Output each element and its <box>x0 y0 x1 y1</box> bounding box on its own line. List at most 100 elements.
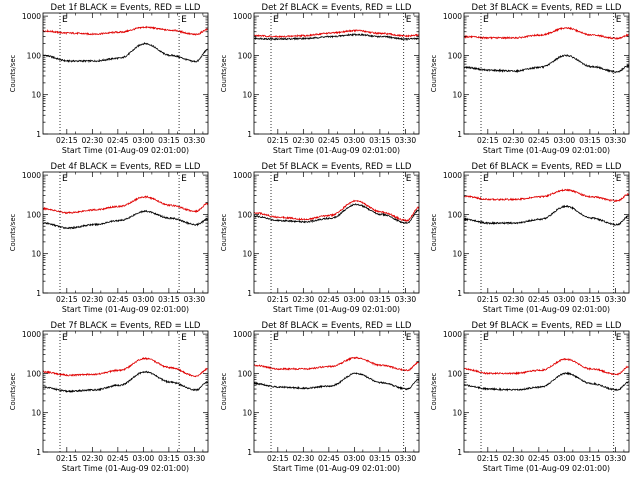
series-line-black <box>42 209 209 230</box>
x-axis-label: Start Time (01-Aug-09 02:01:00) <box>483 146 610 155</box>
marker-e-label: E <box>406 174 412 184</box>
x-tick-label: 02:45 <box>107 295 129 304</box>
plot-frame <box>42 12 209 135</box>
x-tick-label: 03:15 <box>579 295 601 304</box>
plot-frame <box>253 12 420 135</box>
series-line-black <box>253 372 420 391</box>
x-tick-label: 03:00 <box>344 454 366 463</box>
y-tick-label: 1 <box>36 130 41 139</box>
x-tick-label: 03:00 <box>133 136 155 145</box>
x-tick-label: 03:30 <box>605 295 627 304</box>
x-tick-label: 02:30 <box>82 295 104 304</box>
y-tick-label: 1000 <box>233 12 252 21</box>
x-tick-label: 02:45 <box>318 454 340 463</box>
x-tick-label: 02:15 <box>56 136 78 145</box>
marker-e-label: E <box>406 15 412 25</box>
y-tick-label: 1000 <box>443 330 462 339</box>
y-axis-label: Counts/sec <box>9 373 17 411</box>
x-tick-label: 02:15 <box>477 295 499 304</box>
series-line-red <box>42 356 209 378</box>
x-tick-label: 02:15 <box>267 295 289 304</box>
series-line-red <box>463 357 630 376</box>
y-tick-label: 1000 <box>22 171 41 180</box>
y-tick-label: 100 <box>448 210 463 219</box>
panel-title: Det 7f BLACK = Events, RED = LLD <box>51 321 201 331</box>
y-tick-label: 100 <box>238 51 253 60</box>
plot-frame <box>42 330 209 453</box>
x-tick-label: 02:45 <box>107 136 129 145</box>
panel-title: Det 4f BLACK = Events, RED = LLD <box>51 162 201 172</box>
marker-e-label: E <box>62 15 68 25</box>
x-tick-label: 02:15 <box>267 454 289 463</box>
x-tick-label: 02:15 <box>477 454 499 463</box>
x-tick-label: 02:30 <box>503 454 525 463</box>
y-tick-label: 1000 <box>22 12 41 21</box>
y-tick-label: 10 <box>242 91 252 100</box>
series-line-black <box>463 371 630 392</box>
series-line-red <box>253 356 420 372</box>
x-tick-label: 02:15 <box>56 295 78 304</box>
y-tick-label: 10 <box>452 250 462 259</box>
series-line-red <box>42 25 209 37</box>
y-tick-label: 1 <box>36 448 41 457</box>
x-axis-label: Start Time (01-Aug-09 02:01:00) <box>273 305 400 314</box>
panel-det-3f: Det 3f BLACK = Events, RED = LLD E E 1 10 100… <box>430 3 630 155</box>
marker-e-label: E <box>273 174 279 184</box>
x-axis-label: Start Time (01-Aug-09 02:01:00) <box>483 305 610 314</box>
x-tick-label: 02:30 <box>503 136 525 145</box>
series-line-black <box>42 42 209 64</box>
panel-det-5f: Det 5f BLACK = Events, RED = LLD E E 1 10 100… <box>220 162 420 314</box>
y-tick-label: 10 <box>242 250 252 259</box>
panel-det-6f: Det 6f BLACK = Events, RED = LLD E E 1 10 100… <box>430 162 630 314</box>
y-axis-label: Counts/sec <box>220 214 228 252</box>
y-axis-label: Counts/sec <box>430 55 438 93</box>
x-tick-label: 03:15 <box>579 454 601 463</box>
x-tick-label: 03:30 <box>395 295 417 304</box>
x-tick-label: 03:30 <box>395 454 417 463</box>
x-tick-label: 03:00 <box>554 295 576 304</box>
plot-frame <box>42 171 209 294</box>
x-tick-label: 03:00 <box>554 454 576 463</box>
y-tick-label: 10 <box>452 91 462 100</box>
y-tick-label: 10 <box>31 91 41 100</box>
series-line-black <box>253 32 420 42</box>
x-tick-label: 02:30 <box>293 136 315 145</box>
x-tick-label: 03:15 <box>369 454 391 463</box>
series-line-red <box>463 26 630 40</box>
x-tick-label: 03:30 <box>184 136 206 145</box>
series-line-red <box>42 195 209 215</box>
x-tick-label: 02:15 <box>477 136 499 145</box>
marker-e-label: E <box>273 15 279 25</box>
x-tick-label: 03:30 <box>184 454 206 463</box>
x-axis-label: Start Time (01-Aug-09 02:01:00) <box>273 464 400 473</box>
y-axis-label: Counts/sec <box>430 373 438 411</box>
x-axis-label: Start Time (01-Aug-09 02:01:00) <box>273 146 400 155</box>
x-tick-label: 03:00 <box>344 295 366 304</box>
panel-det-7f: Det 7f BLACK = Events, RED = LLD E E 1 10 100… <box>9 321 209 473</box>
x-tick-label: 02:45 <box>107 454 129 463</box>
series-line-black <box>463 54 630 74</box>
plot-frame <box>253 171 420 294</box>
y-tick-label: 10 <box>452 409 462 418</box>
marker-e-label: E <box>483 174 489 184</box>
x-tick-label: 02:45 <box>528 295 550 304</box>
y-tick-label: 100 <box>27 51 42 60</box>
x-axis-label: Start Time (01-Aug-09 02:01:00) <box>483 464 610 473</box>
y-tick-label: 100 <box>448 369 463 378</box>
plot-frame <box>253 330 420 453</box>
plot-frame <box>463 12 630 135</box>
y-tick-label: 1000 <box>443 171 462 180</box>
x-tick-label: 02:30 <box>82 454 104 463</box>
y-tick-label: 100 <box>27 210 42 219</box>
x-tick-label: 03:15 <box>158 454 180 463</box>
marker-e-label: E <box>181 174 187 184</box>
y-axis-label: Counts/sec <box>9 55 17 93</box>
x-tick-label: 03:15 <box>158 136 180 145</box>
x-tick-label: 02:30 <box>503 295 525 304</box>
marker-e-label: E <box>62 174 68 184</box>
y-tick-label: 1 <box>36 289 41 298</box>
marker-e-label: E <box>483 333 489 343</box>
y-tick-label: 10 <box>31 409 41 418</box>
y-tick-label: 1000 <box>443 12 462 21</box>
marker-e-label: E <box>616 15 622 25</box>
